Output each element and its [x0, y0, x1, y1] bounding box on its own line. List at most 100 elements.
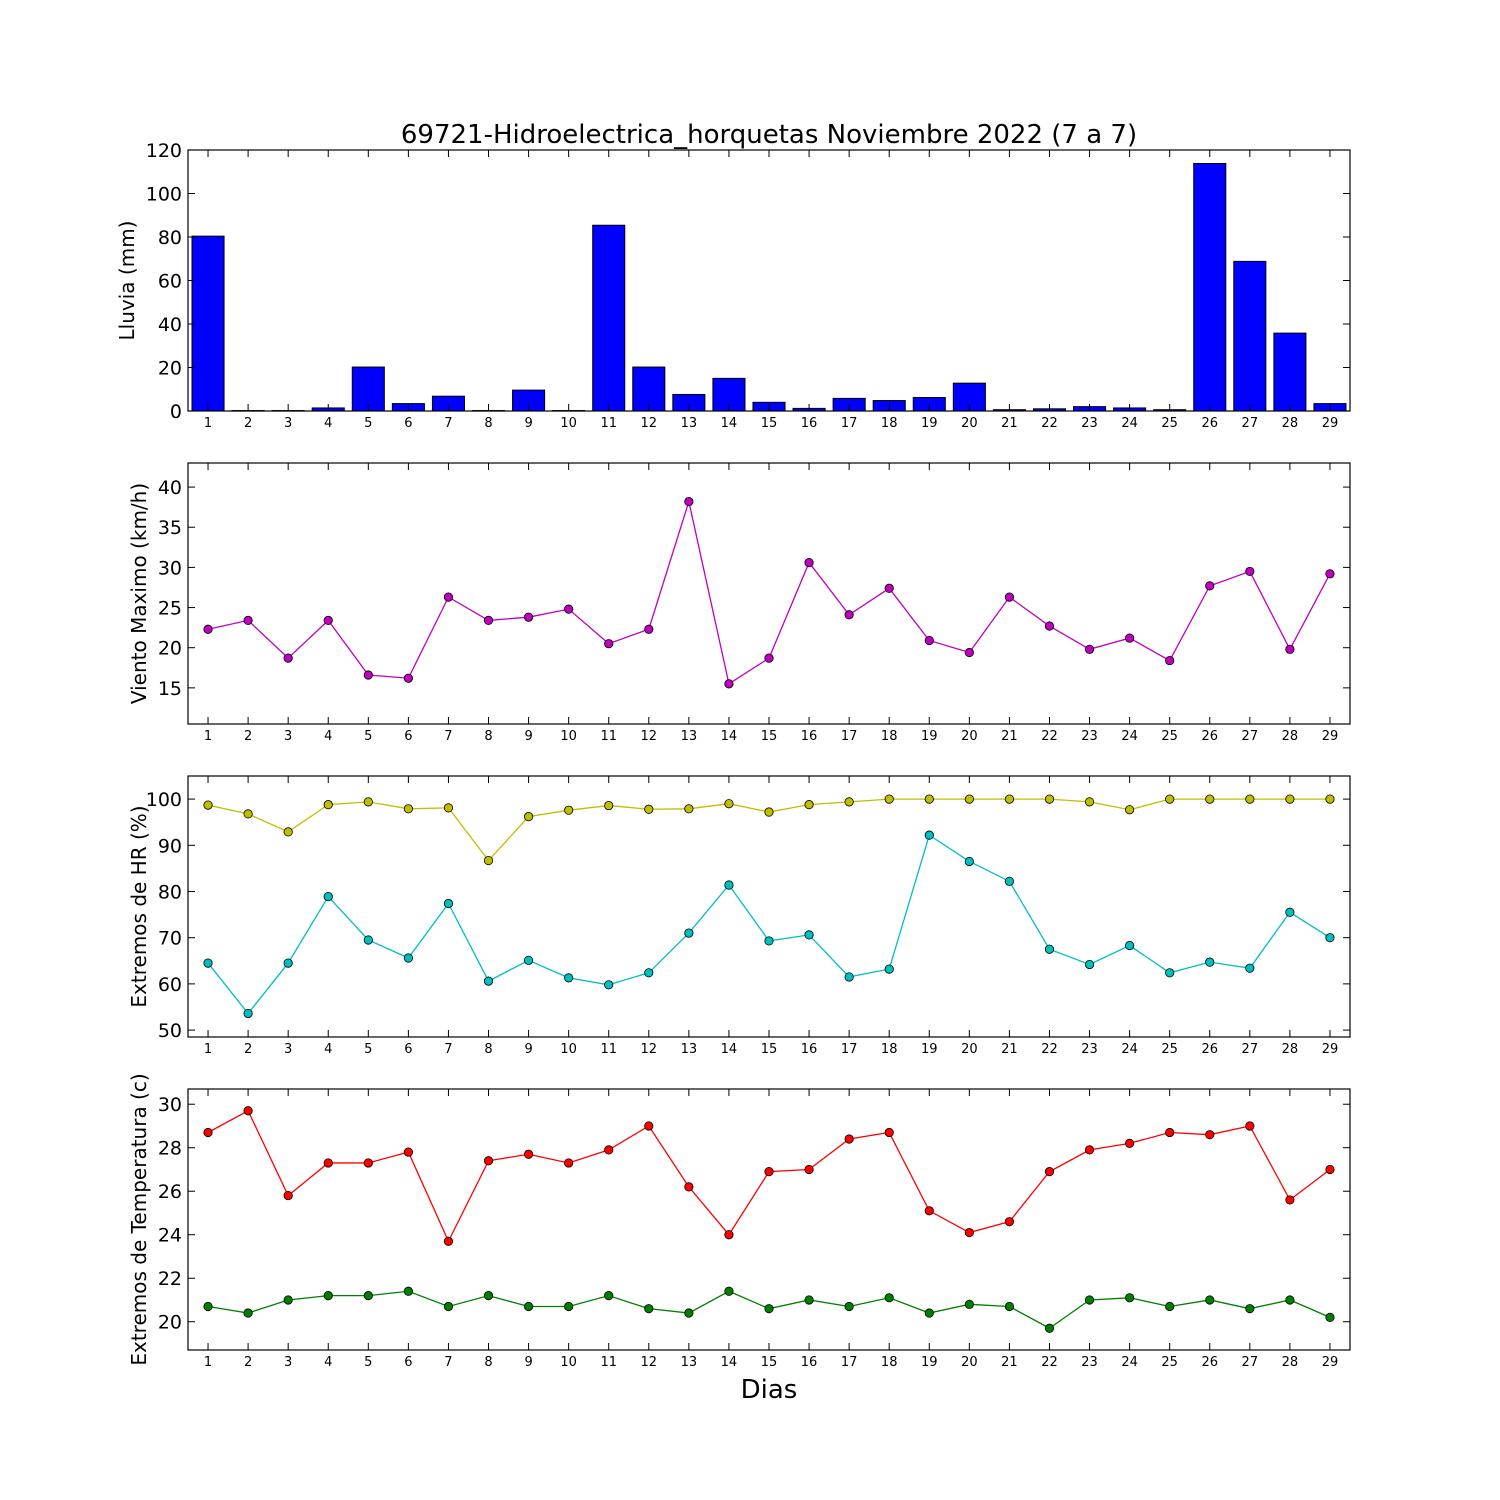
humidity-ytick-label: 60	[158, 974, 182, 996]
temperature-series-0-point	[1125, 1138, 1135, 1148]
rainfall-ytick-label: 120	[146, 140, 182, 162]
rainfall-xtick-label: 13	[681, 416, 698, 431]
humidity-series-1-point	[724, 880, 734, 890]
humidity-series-0-point	[1125, 805, 1135, 815]
temperature-series-1-point	[1084, 1295, 1095, 1305]
humidity-series-1-point	[844, 972, 854, 982]
temperature-series-1-point	[1125, 1293, 1135, 1303]
temperature-series-1-point	[564, 1301, 574, 1312]
max-wind-xtick-label: 25	[1161, 729, 1178, 744]
max-wind-xtick-label: 22	[1041, 729, 1058, 744]
humidity-series-0-point	[1004, 794, 1015, 804]
rainfall-xtick-label: 10	[560, 416, 577, 431]
humidity-series-1-point	[804, 930, 814, 940]
max-wind-series-0-point	[363, 670, 373, 680]
humidity-series-0-point	[243, 809, 253, 819]
max-wind-ytick-label: 30	[158, 557, 182, 579]
temperature-series-0-point	[323, 1158, 333, 1168]
max-wind-xtick-label: 12	[641, 729, 658, 744]
temperature-xtick-label: 11	[600, 1355, 617, 1370]
humidity-series-1-point	[1004, 876, 1015, 886]
max-wind-series-0-point	[564, 604, 574, 614]
temperature-series-0-point	[564, 1158, 574, 1168]
temperature-series-0-point	[684, 1182, 694, 1192]
temperature-ytick-label: 22	[158, 1268, 182, 1290]
humidity-series-0-point	[564, 805, 574, 815]
temperature-xtick-label: 12	[641, 1355, 658, 1370]
humidity-xtick-label: 26	[1201, 1042, 1218, 1057]
max-wind-series-0-point	[884, 583, 894, 593]
humidity-series-0-point	[604, 800, 614, 811]
temperature-series-0-point	[1165, 1127, 1175, 1138]
temperature-series-0-point	[1004, 1217, 1015, 1227]
rainfall-ytick-label: 0	[170, 401, 182, 423]
humidity-series-0-point	[1044, 794, 1055, 804]
humidity-xtick-label: 21	[1001, 1042, 1018, 1057]
max-wind-series-0-point	[1325, 569, 1335, 579]
max-wind-xtick-label: 15	[761, 729, 778, 744]
max-wind-series-0-point	[804, 557, 814, 568]
rainfall-xtick-label: 5	[364, 416, 372, 431]
humidity-xtick-label: 13	[681, 1042, 698, 1057]
temperature-series-0-point	[1325, 1164, 1335, 1175]
max-wind-xtick-label: 7	[444, 729, 452, 744]
humidity-series-0-point	[764, 807, 774, 817]
humidity-series-1-point	[443, 898, 454, 909]
temperature-series-1-point	[964, 1299, 974, 1309]
temperature-xtick-label: 14	[721, 1355, 738, 1370]
humidity-xtick-label: 29	[1322, 1042, 1339, 1057]
humidity-ytick-label: 70	[158, 928, 182, 950]
temperature-ytick-label: 28	[158, 1138, 182, 1160]
temperature-series-1-point	[844, 1301, 854, 1312]
humidity-series-1-point	[884, 964, 894, 974]
rainfall-xtick-label: 29	[1322, 416, 1339, 431]
temperature-series-0-point	[363, 1158, 373, 1168]
humidity-series-1-point	[604, 980, 614, 990]
humidity-y-axis-label: Extremos de HR (%)	[127, 805, 151, 1007]
max-wind-xtick-label: 29	[1322, 729, 1339, 744]
max-wind-xtick-label: 26	[1201, 729, 1218, 744]
humidity-xtick-label: 7	[444, 1042, 452, 1057]
temperature-series-0-point	[283, 1190, 293, 1201]
temperature-series-1-point	[523, 1301, 534, 1312]
max-wind-xtick-label: 14	[721, 729, 738, 744]
temperature-series-0-point	[964, 1227, 974, 1238]
temperature-xtick-label: 22	[1041, 1355, 1058, 1370]
humidity-xtick-label: 4	[324, 1042, 332, 1057]
temperature-xtick-label: 29	[1322, 1355, 1339, 1370]
rainfall-bar	[351, 366, 385, 412]
max-wind-series-0-point	[523, 612, 534, 622]
max-wind-series-0-point	[1205, 581, 1215, 591]
rainfall-xtick-label: 23	[1081, 416, 1098, 431]
humidity-series-1-point	[1245, 963, 1255, 973]
humidity-series-1-point	[1084, 959, 1095, 970]
temperature-xtick-label: 21	[1001, 1355, 1018, 1370]
temperature-xtick-label: 24	[1121, 1355, 1138, 1370]
temperature-series-0-point	[644, 1121, 654, 1131]
temperature-series-1-point	[483, 1291, 494, 1301]
temperature-xtick-label: 26	[1201, 1355, 1218, 1370]
humidity-series-1-point	[1325, 933, 1335, 943]
max-wind-series-0-point	[283, 653, 293, 663]
humidity-xtick-label: 17	[841, 1042, 858, 1057]
humidity-series-0-point	[443, 803, 454, 813]
max-wind-xtick-label: 1	[204, 729, 212, 744]
temperature-series-1-point	[1245, 1304, 1255, 1314]
x-axis-label: Dias	[741, 1375, 798, 1405]
temperature-series-0-point	[443, 1236, 454, 1246]
humidity-series-0-point	[724, 799, 734, 809]
temperature-xtick-label: 2	[244, 1355, 252, 1370]
max-wind-xtick-label: 6	[404, 729, 412, 744]
humidity-series-1-point	[203, 958, 213, 968]
max-wind-xtick-label: 28	[1282, 729, 1299, 744]
temperature-ytick-label: 26	[158, 1181, 182, 1203]
max-wind-series-0-point	[1084, 644, 1095, 654]
rainfall-xtick-label: 19	[921, 416, 938, 431]
humidity-xtick-label: 15	[761, 1042, 778, 1057]
temperature-ytick-label: 24	[158, 1225, 182, 1247]
max-wind-ytick-label: 20	[158, 638, 182, 660]
temperature-series-1-point	[283, 1295, 293, 1305]
temperature-xtick-label: 16	[801, 1355, 818, 1370]
temperature-ytick-label: 20	[158, 1312, 182, 1334]
